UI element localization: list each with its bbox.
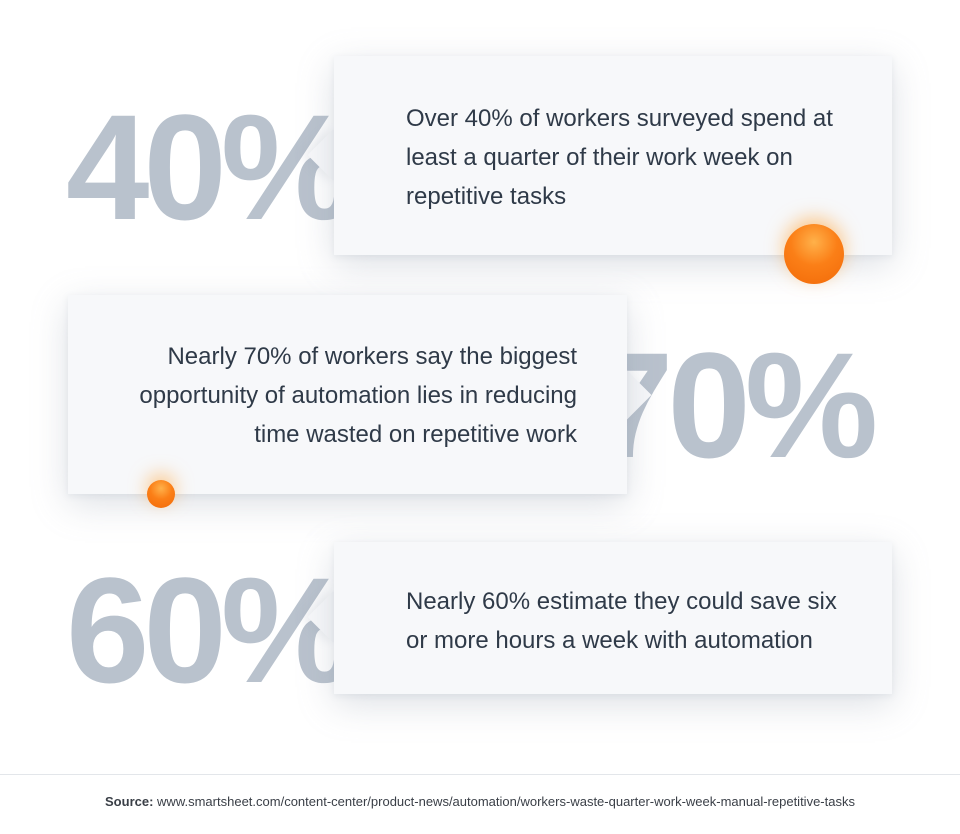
stat-description: Nearly 60% estimate they could save six … bbox=[406, 588, 837, 654]
stat-card-40: Over 40% of workers surveyed spend at le… bbox=[334, 56, 892, 255]
stat-number-60: 60% bbox=[66, 546, 354, 714]
source-label: Source: bbox=[105, 794, 154, 809]
stat-number-40: 40% bbox=[66, 83, 354, 251]
stat-description: Over 40% of workers surveyed spend at le… bbox=[406, 105, 833, 210]
stat-card-70: Nearly 70% of workers say the biggest op… bbox=[68, 295, 627, 494]
stat-description: Nearly 70% of workers say the biggest op… bbox=[139, 343, 577, 448]
source-citation: Source: www.smartsheet.com/content-cente… bbox=[0, 794, 960, 809]
source-url[interactable]: www.smartsheet.com/content-center/produc… bbox=[157, 794, 855, 809]
orange-orb-decoration bbox=[784, 224, 844, 284]
orange-orb-decoration bbox=[147, 480, 175, 508]
footer-divider bbox=[0, 774, 960, 775]
stat-card-60: Nearly 60% estimate they could save six … bbox=[334, 542, 892, 694]
